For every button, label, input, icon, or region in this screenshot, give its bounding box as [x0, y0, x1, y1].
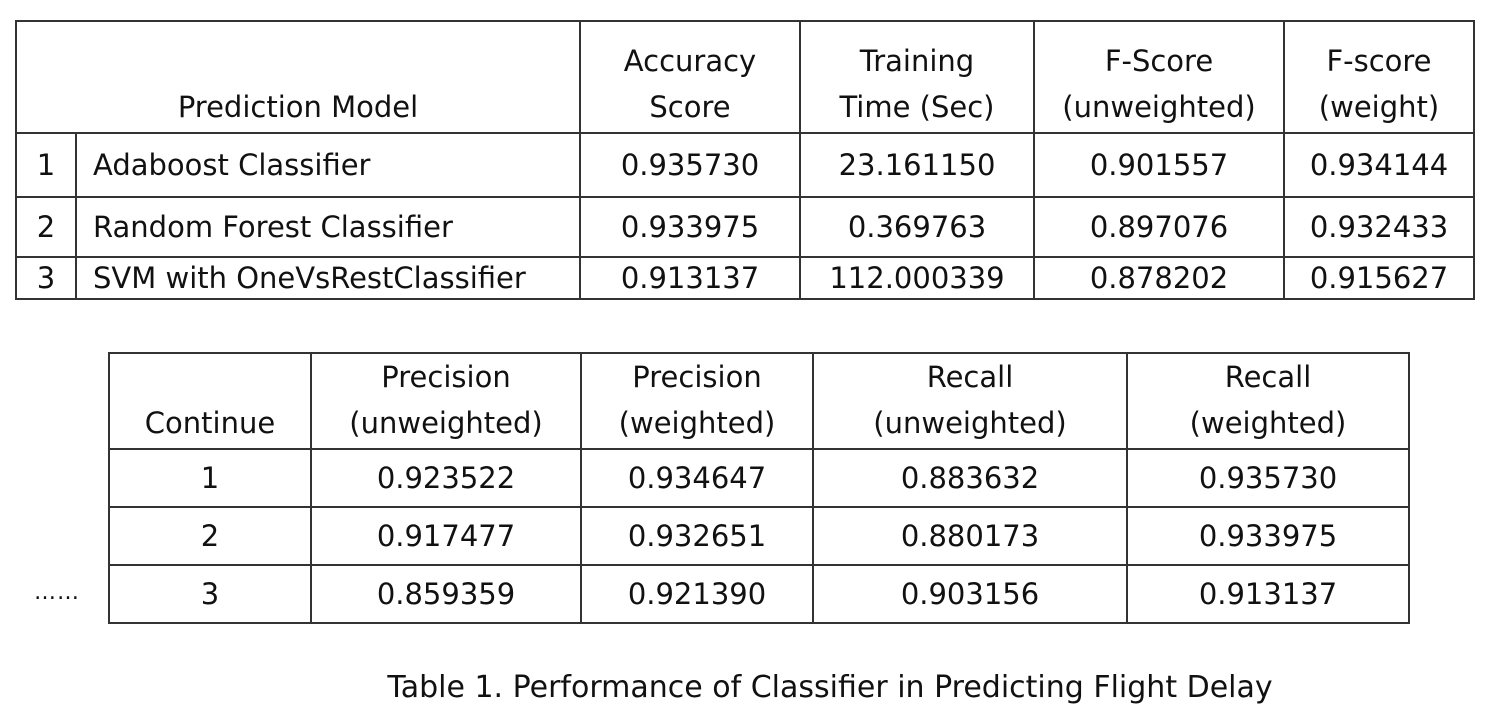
row-index: 3: [15, 256, 77, 300]
header-fscore-unweighted: F-Score (unweighted): [1033, 20, 1285, 134]
fscore-weight-value: 0.934144: [1283, 132, 1475, 198]
header-recall-unweighted: Recall (unweighted): [812, 352, 1128, 450]
precision-unweighted-value: 0.923522: [310, 448, 582, 508]
fscore-unweighted-value: 0.897076: [1033, 196, 1285, 258]
table-caption: Table 1. Performance of Classifier in Pr…: [387, 670, 1273, 705]
precision-weighted-value: 0.934647: [580, 448, 814, 508]
table-row: 3 0.859359 0.921390 0.903156 0.913137: [108, 564, 1410, 624]
row-index: 2: [108, 506, 312, 566]
row-index: 2: [15, 196, 77, 258]
performance-table-continued: Continue Precision (unweighted) Precision…: [108, 352, 1410, 624]
recall-weighted-value: 0.933975: [1126, 506, 1410, 566]
row-index: 3: [108, 564, 312, 624]
table-header-row: Continue Precision (unweighted) Precision…: [108, 352, 1410, 450]
model-name: SVM with OneVsRestClassifier: [75, 256, 581, 300]
header-precision-weighted: Precision (weighted): [580, 352, 814, 450]
fscore-weight-value: 0.932433: [1283, 196, 1475, 258]
row-index: 1: [108, 448, 312, 508]
header-recall-weighted: Recall (weighted): [1126, 352, 1410, 450]
training-time-value: 0.369763: [799, 196, 1035, 258]
header-continue: Continue: [108, 352, 312, 450]
fscore-unweighted-value: 0.878202: [1033, 256, 1285, 300]
table-header-row: Prediction Model Accuracy Score Training T…: [15, 20, 1475, 134]
table-row: 1 Adaboost Classifier 0.935730 23.161150…: [15, 132, 1475, 198]
header-training-time: Training Time (Sec): [799, 20, 1035, 134]
fscore-weight-value: 0.915627: [1283, 256, 1475, 300]
header-prediction-model: Prediction Model: [15, 20, 581, 134]
training-time-value: 112.000339: [799, 256, 1035, 300]
row-index: 1: [15, 132, 77, 198]
recall-weighted-value: 0.935730: [1126, 448, 1410, 508]
fscore-unweighted-value: 0.901557: [1033, 132, 1285, 198]
precision-weighted-value: 0.921390: [580, 564, 814, 624]
model-name: Adaboost Classifier: [75, 132, 581, 198]
performance-table: Prediction Model Accuracy Score Training T…: [15, 20, 1475, 300]
table-row: 1 0.923522 0.934647 0.883632 0.935730: [108, 448, 1410, 508]
precision-unweighted-value: 0.859359: [310, 564, 582, 624]
accuracy-value: 0.933975: [579, 196, 801, 258]
accuracy-value: 0.913137: [579, 256, 801, 300]
recall-weighted-value: 0.913137: [1126, 564, 1410, 624]
table-row: 2 0.917477 0.932651 0.880173 0.933975: [108, 506, 1410, 566]
recall-unweighted-value: 0.903156: [812, 564, 1128, 624]
table-row: 3 SVM with OneVsRestClassifier 0.913137 …: [15, 256, 1475, 300]
precision-weighted-value: 0.932651: [580, 506, 814, 566]
table-row: 2 Random Forest Classifier 0.933975 0.36…: [15, 196, 1475, 258]
model-name: Random Forest Classifier: [75, 196, 581, 258]
continuation-ellipsis: ……: [34, 580, 80, 605]
header-precision-unweighted: Precision (unweighted): [310, 352, 582, 450]
header-fscore-weight: F-score (weight): [1283, 20, 1475, 134]
accuracy-value: 0.935730: [579, 132, 801, 198]
training-time-value: 23.161150: [799, 132, 1035, 198]
recall-unweighted-value: 0.883632: [812, 448, 1128, 508]
precision-unweighted-value: 0.917477: [310, 506, 582, 566]
recall-unweighted-value: 0.880173: [812, 506, 1128, 566]
header-accuracy-score: Accuracy Score: [579, 20, 801, 134]
